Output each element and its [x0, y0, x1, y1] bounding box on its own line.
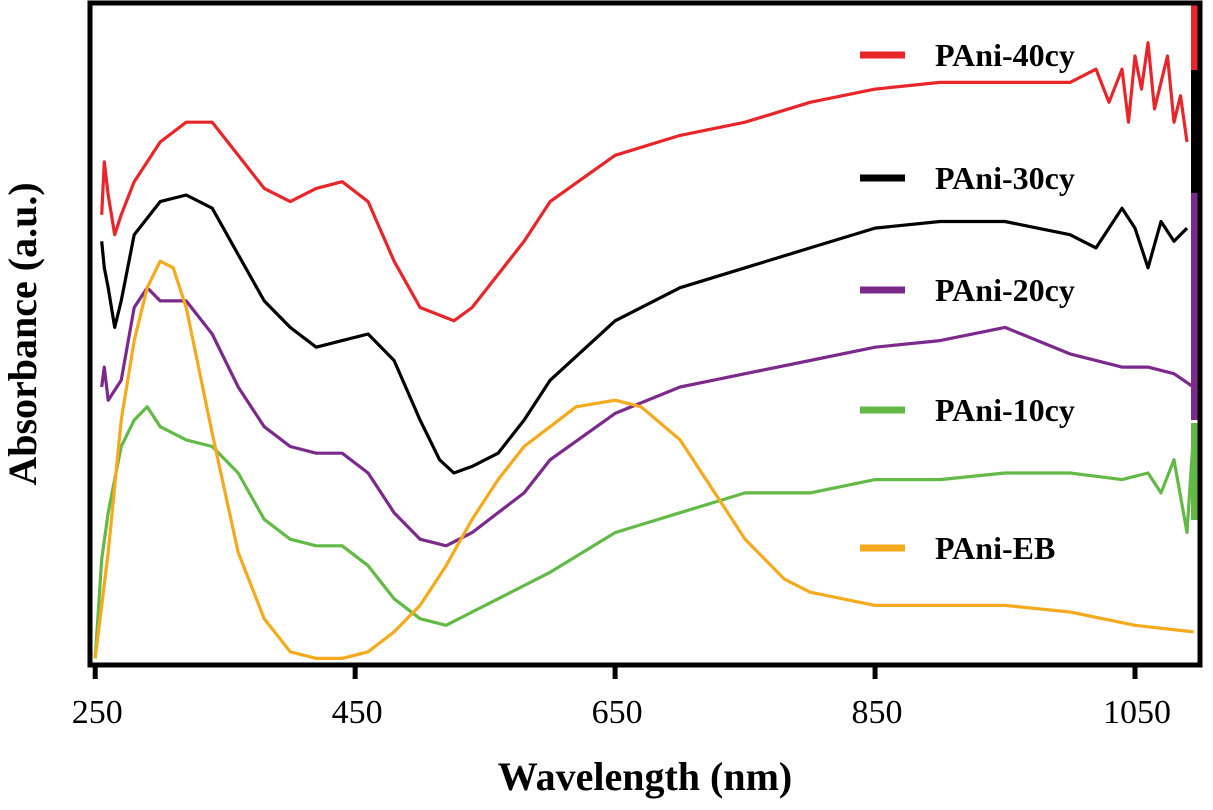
legend-label: PAni-EB: [935, 530, 1055, 566]
legend: PAni-40cy PAni-30cy PAni-20cy PAni-10cy PAni…: [860, 37, 1075, 566]
series-line-pani-20cy: [100, 286, 1195, 548]
series-line-pani-30cy: [100, 193, 1189, 475]
x-axis: 250 450 650 850 1050: [72, 665, 1171, 731]
legend-label: PAni-10cy: [935, 392, 1075, 428]
x-tick-label: 850: [852, 694, 903, 731]
plot-frame: [87, 0, 1203, 668]
x-axis-title: Wavelength (nm): [498, 754, 792, 799]
series-line-pani-40cy: [100, 41, 1189, 323]
series-layer: [93, 3, 1199, 660]
x-tick-label: 450: [332, 694, 383, 731]
legend-label: PAni-40cy: [935, 37, 1075, 73]
x-tick-label: 650: [592, 694, 643, 731]
legend-label: PAni-30cy: [935, 160, 1075, 196]
x-tick-label: 250: [72, 694, 123, 731]
x-tick-label: 1050: [1103, 694, 1171, 731]
legend-label: PAni-20cy: [935, 272, 1075, 308]
series-line-pani-10cy: [93, 405, 1196, 659]
series-line-pani-eb: [93, 259, 1194, 660]
y-axis-title: Absorbance (a.u.): [0, 182, 45, 485]
